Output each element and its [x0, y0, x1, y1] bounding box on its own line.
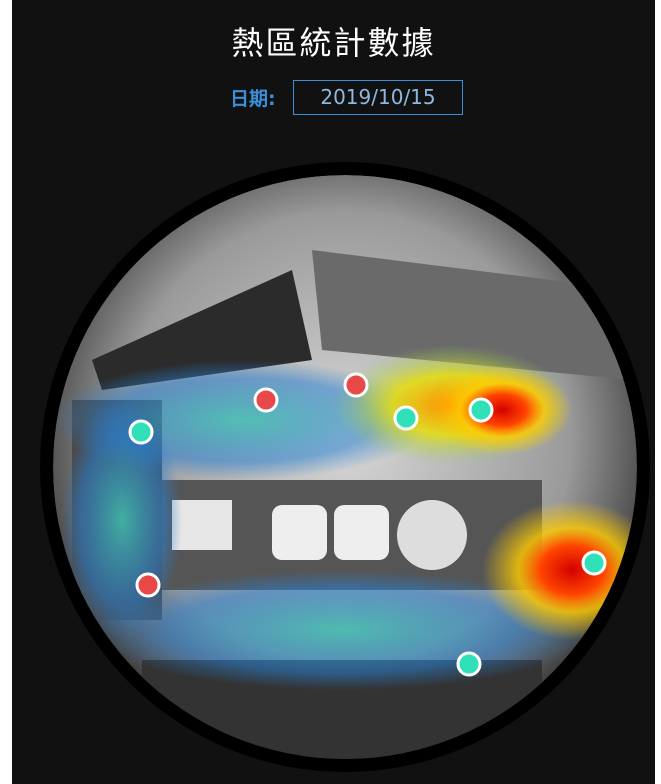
marker-teal — [581, 550, 607, 576]
date-label: 日期: — [230, 88, 276, 110]
marker-red — [343, 372, 369, 398]
markers — [128, 372, 607, 677]
marker-teal — [468, 397, 494, 423]
title: 熱區統計數據 — [231, 24, 436, 62]
panel: 熱區統計數據 日期: 2019/10/15 — [12, 0, 655, 784]
heatmap-view — [40, 162, 650, 772]
camera-image — [53, 175, 637, 759]
date-input[interactable]: 2019/10/15 — [293, 80, 463, 115]
marker-teal — [393, 405, 419, 431]
marker-teal — [456, 651, 482, 677]
marker-teal — [128, 419, 154, 445]
marker-red — [135, 572, 161, 598]
marker-red — [253, 387, 279, 413]
